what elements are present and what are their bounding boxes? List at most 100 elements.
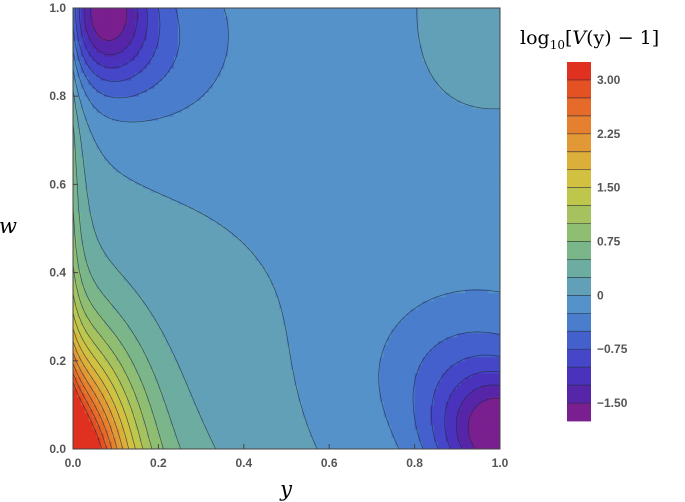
contour-cell <box>107 148 113 153</box>
contour-cell <box>224 424 229 430</box>
contour-cell <box>146 332 152 338</box>
contour-cell <box>73 28 78 33</box>
contour-cell <box>173 44 179 49</box>
contour-cell <box>88 260 94 266</box>
contour-cell <box>123 444 128 449</box>
contour-cell <box>224 32 229 37</box>
contour-cell <box>189 236 194 242</box>
contour-cell <box>104 360 109 366</box>
contour-cell <box>135 260 140 266</box>
contour-cell <box>232 324 237 330</box>
contour-cell <box>111 180 117 185</box>
contour-cell <box>146 228 152 234</box>
contour-cell <box>142 308 148 314</box>
contour-cell <box>189 56 194 61</box>
contour-cell <box>158 340 163 346</box>
contour-cell <box>201 304 206 310</box>
contour-cell <box>84 216 90 222</box>
contour-cell <box>96 424 101 430</box>
contour-cell <box>197 24 202 29</box>
contour-cell <box>92 320 97 326</box>
contour-cell <box>236 420 241 426</box>
contour-cell <box>224 220 229 226</box>
contour-cell <box>154 420 159 426</box>
contour-cell <box>96 216 101 222</box>
contour-cell <box>197 124 202 129</box>
contour-cell <box>158 264 163 270</box>
contour-cell <box>212 292 218 298</box>
contour-cell <box>146 304 152 310</box>
contour-cell <box>177 232 183 238</box>
contour-cell <box>239 380 245 386</box>
contour-cell <box>228 384 233 390</box>
contour-cell <box>177 244 183 250</box>
contour-cell <box>228 324 233 330</box>
contour-cell <box>239 184 245 190</box>
contour-cell <box>76 100 82 105</box>
contour-cell <box>212 352 218 358</box>
contour-cell <box>236 84 241 89</box>
contour-cell <box>119 140 125 145</box>
contour-cell <box>243 240 249 246</box>
contour-cell <box>189 108 194 113</box>
contour-cell <box>146 276 152 282</box>
contour-cell <box>119 404 125 410</box>
contour-cell <box>111 80 117 85</box>
contour-cell <box>111 92 117 97</box>
contour-cell <box>92 164 97 169</box>
contour-cell <box>224 48 229 53</box>
contour-cell <box>131 48 136 53</box>
contour-cell <box>236 388 241 394</box>
contour-cell <box>96 244 101 250</box>
contour-cell <box>123 320 128 326</box>
contour-cell <box>181 420 187 426</box>
contour-cell <box>111 444 117 449</box>
contour-cell <box>197 368 202 374</box>
contour-cell <box>181 324 187 330</box>
contour-cell <box>111 172 117 177</box>
contour-cell <box>212 112 218 117</box>
contour-cell <box>243 428 249 434</box>
contour-cell <box>127 108 132 113</box>
contour-cell <box>92 292 97 298</box>
contour-cell <box>166 312 171 318</box>
contour-cell <box>92 436 97 442</box>
contour-cell <box>166 80 171 85</box>
contour-cell <box>181 116 187 121</box>
contour-cell <box>100 312 105 318</box>
contour-cell <box>142 412 148 418</box>
contour-cell <box>181 8 187 13</box>
contour-cell <box>197 180 202 185</box>
contour-cell <box>239 72 245 77</box>
contour-cell <box>119 444 125 449</box>
contour-cell <box>92 308 97 314</box>
contour-cell <box>239 224 245 230</box>
contour-cell <box>166 264 171 270</box>
contour-cell <box>162 244 167 250</box>
contour-cell <box>131 160 136 165</box>
contour-cell <box>212 76 218 81</box>
contour-cell <box>243 20 249 25</box>
contour-cell <box>76 248 82 254</box>
contour-cell <box>162 256 167 262</box>
contour-cell <box>197 416 202 422</box>
contour-cell <box>88 348 94 354</box>
contour-cell <box>104 76 109 81</box>
contour-cell <box>236 240 241 246</box>
contour-cell <box>236 348 241 354</box>
contour-cell <box>243 132 249 137</box>
contour-cell <box>73 128 78 133</box>
contour-cell <box>220 16 225 21</box>
contour-cell <box>220 136 225 141</box>
contour-cell <box>80 252 86 258</box>
contour-cell <box>189 244 194 250</box>
contour-cell <box>123 84 128 89</box>
contour-cell <box>92 68 97 73</box>
contour-cell <box>92 212 97 218</box>
contour-cell <box>107 76 113 81</box>
contour-cell <box>220 264 225 270</box>
contour-cell <box>80 284 86 290</box>
contour-cell <box>247 372 253 378</box>
contour-cell <box>212 176 218 181</box>
contour-cell <box>228 356 233 362</box>
